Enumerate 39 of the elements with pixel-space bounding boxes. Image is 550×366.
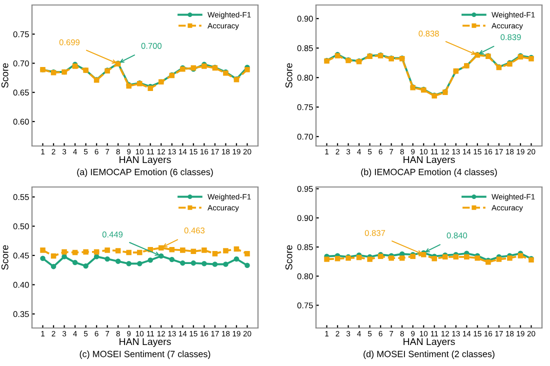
y-tick-label: 0.60 <box>13 118 29 125</box>
x-axis-title: HAN Layers <box>120 338 171 347</box>
y-tick-label: 0.70 <box>13 60 29 66</box>
y-axis-title: Score <box>285 245 292 270</box>
annotation: 0.840 <box>446 232 468 238</box>
y-tick-label: 0.35 <box>13 311 29 318</box>
y-tick-label: 0.95 <box>297 186 313 192</box>
annotation: 0.839 <box>500 34 521 40</box>
y-tick-label: 0.55 <box>13 194 29 200</box>
y-axis-title: Score <box>285 63 292 88</box>
y-tick-label: 0.85 <box>297 45 313 52</box>
y-tick-label: 0.50 <box>13 223 29 230</box>
text: (d) MOSEI Sentiment (2 classes) <box>364 350 494 359</box>
y-tick-label: 0.90 <box>297 16 313 22</box>
y-tick-label: 0.75 <box>297 104 313 110</box>
y-tick-label: 0.85 <box>297 244 313 250</box>
annotation: 0.463 <box>184 228 205 234</box>
text: (b) IEMOCAP Emotion (4 classes) <box>361 168 497 177</box>
y-tick-label: 0.40 <box>13 282 29 288</box>
y-tick-label: 0.70 <box>297 134 313 140</box>
annotation: 0.699 <box>59 39 80 46</box>
y-tick-label: 0.75 <box>13 31 29 38</box>
y-tick-label: 0.80 <box>297 273 313 280</box>
text: (a) IEMOCAP Emotion (6 classes) <box>77 168 213 177</box>
y-axis-title: Score <box>1 245 8 270</box>
x-axis-title: HAN Layers <box>404 338 455 347</box>
annotation: 0.700 <box>141 42 162 49</box>
text: (c) MOSEI Sentiment (7 classes) <box>80 350 210 359</box>
y-tick-label: 0.80 <box>297 74 313 81</box>
y-tick-label: 0.65 <box>13 90 29 96</box>
y-tick-label: 0.75 <box>297 302 313 308</box>
annotation: 0.838 <box>418 30 439 37</box>
annotation: 0.449 <box>102 232 123 238</box>
y-tick-label: 0.90 <box>297 215 313 221</box>
x-axis-title: HAN Layers <box>120 156 171 165</box>
x-axis-title: HAN Layers <box>404 156 455 165</box>
y-axis-title: Score <box>1 63 8 88</box>
annotation: 0.837 <box>364 230 386 236</box>
y-tick-label: 0.45 <box>13 252 29 259</box>
